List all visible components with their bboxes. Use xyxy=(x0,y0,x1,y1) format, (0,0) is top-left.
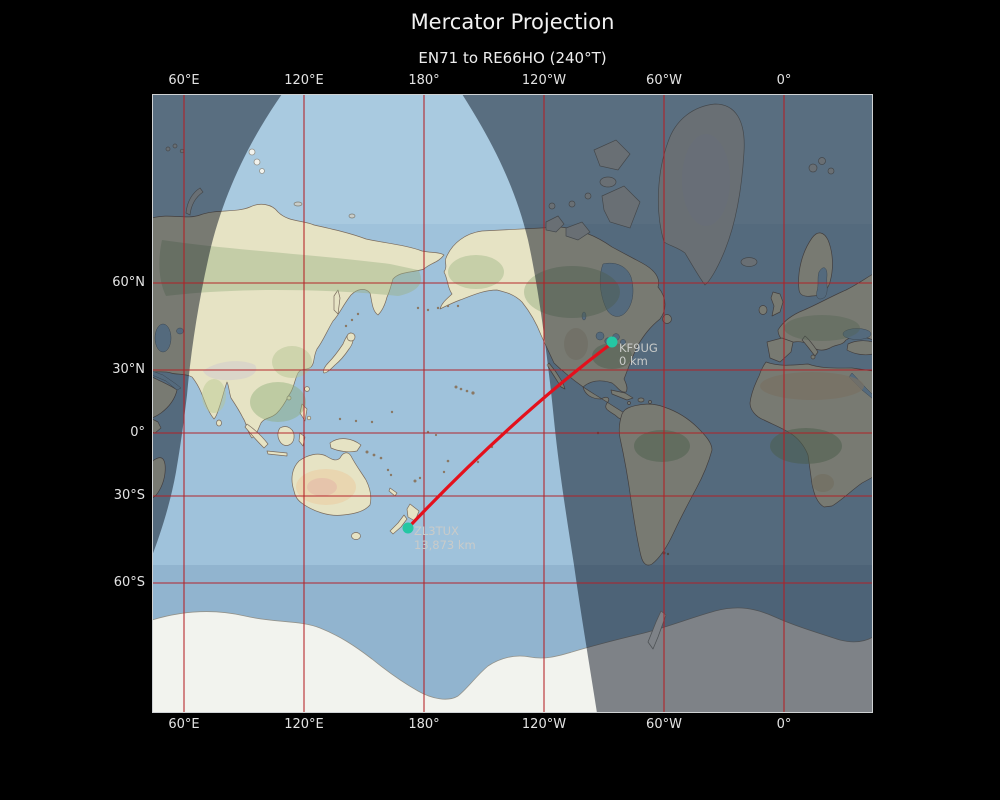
sri-lanka xyxy=(216,419,222,427)
samoa xyxy=(446,459,450,463)
pacific-islands xyxy=(338,304,600,483)
route-subtitle: EN71 to RE66HO (240°T) xyxy=(418,49,607,67)
hawaii xyxy=(465,389,469,393)
hawaii xyxy=(471,391,475,395)
aleutians xyxy=(426,308,430,312)
tasmania xyxy=(351,532,361,540)
tick-left-30n: 30°N xyxy=(112,362,145,377)
siberia-taiga xyxy=(159,240,422,296)
severnaya-zemlya xyxy=(253,158,261,166)
world-map: KF9UG 0 km ZL3TUX 13,873 km xyxy=(152,94,873,713)
sakhalin xyxy=(333,289,341,315)
india-tint xyxy=(202,379,226,413)
tahiti xyxy=(476,460,480,464)
severnaya-zemlya xyxy=(259,168,265,174)
station-callsign-kf9ug: KF9UG xyxy=(619,341,658,355)
tick-bottom-60e: 60°E xyxy=(168,717,200,732)
java xyxy=(266,450,288,457)
aleutians xyxy=(456,304,460,308)
indochina-forest xyxy=(250,382,306,422)
marshall-islands xyxy=(390,410,394,414)
map-border xyxy=(152,94,873,713)
borneo xyxy=(277,426,295,446)
mindanao xyxy=(306,415,312,421)
aleutians xyxy=(446,304,450,308)
aleutians xyxy=(416,306,420,310)
hawaii xyxy=(459,387,463,391)
solomon-islands xyxy=(379,456,383,460)
kuril-island xyxy=(344,324,348,328)
tick-left-60s: 60°S xyxy=(113,575,145,590)
tick-left-0: 0° xyxy=(130,425,145,440)
station-callsign-zl3tux: ZL3TUX xyxy=(414,524,459,538)
solomon-islands xyxy=(372,453,376,457)
tick-left-30s: 30°S xyxy=(113,488,145,503)
nz-north-island xyxy=(406,503,420,522)
vanuatu xyxy=(389,473,393,477)
night-shade-overlay xyxy=(152,94,873,713)
severnaya-zemlya xyxy=(248,148,256,156)
tick-top-0: 0° xyxy=(776,73,792,88)
hainan xyxy=(286,395,292,401)
page-title: Mercator Projection xyxy=(410,10,615,34)
sumatra xyxy=(244,423,269,449)
station-zl3tux: ZL3TUX 13,873 km xyxy=(402,522,476,552)
tick-top-120e: 120°E xyxy=(284,73,324,88)
aleutians xyxy=(436,306,440,310)
new-guinea xyxy=(329,438,362,453)
outback-red-centre xyxy=(307,478,337,496)
tick-top-120w: 120°W xyxy=(521,73,567,88)
vanuatu xyxy=(386,468,390,472)
tick-bottom-120w: 120°W xyxy=(521,717,567,732)
tick-bottom-120e: 120°E xyxy=(284,717,324,732)
tick-top-60e: 60°E xyxy=(168,73,200,88)
japan xyxy=(323,332,354,374)
china-lowlands xyxy=(272,346,312,378)
tick-bottom-60w: 60°W xyxy=(646,717,682,732)
solomon-islands xyxy=(365,450,369,454)
tick-top-180: 180° xyxy=(408,73,440,88)
tick-bottom-180: 180° xyxy=(408,717,440,732)
tibet-plateau xyxy=(203,361,257,381)
new-siberian-islands xyxy=(293,201,303,207)
station-marker-kf9ug xyxy=(606,336,618,348)
taiwan xyxy=(304,386,310,392)
station-distance-zl3tux: 13,873 km xyxy=(414,538,476,552)
micronesia xyxy=(370,420,374,424)
fiji xyxy=(413,479,417,483)
graticule xyxy=(152,94,873,713)
nz-south-island xyxy=(389,514,408,535)
fiji xyxy=(418,476,422,480)
micronesia xyxy=(338,417,342,421)
hawaii xyxy=(454,385,458,389)
tick-top-60w: 60°W xyxy=(646,73,682,88)
station-distance-kf9ug: 0 km xyxy=(619,354,648,368)
route-path xyxy=(406,341,614,530)
wrangel-island xyxy=(348,213,356,219)
micronesia xyxy=(354,419,358,423)
alaska-tint xyxy=(448,255,504,289)
hokkaido xyxy=(346,332,356,342)
kuril-island xyxy=(350,318,354,322)
station-marker-zl3tux xyxy=(402,522,414,534)
tick-left-60n: 60°N xyxy=(112,275,145,290)
kuril-island xyxy=(356,312,360,316)
tick-bottom-0: 0° xyxy=(776,717,792,732)
station-kf9ug: KF9UG 0 km xyxy=(606,336,658,368)
tonga xyxy=(442,470,446,474)
kiribati xyxy=(434,433,438,437)
